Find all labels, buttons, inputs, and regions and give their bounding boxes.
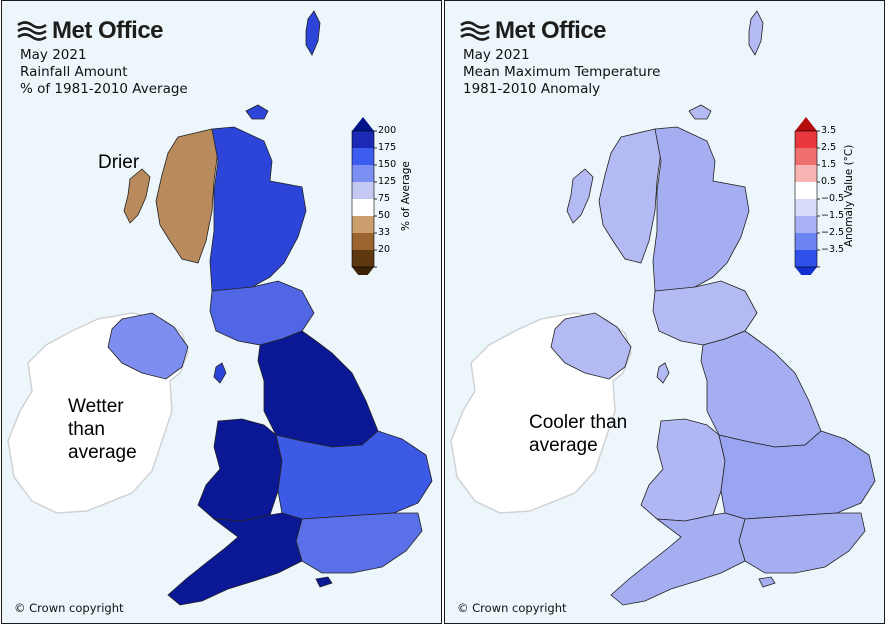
isle-of-man <box>213 362 227 384</box>
colorbar-extend-top <box>795 117 817 131</box>
rainfall-colorbar-scale <box>351 117 377 281</box>
colorbar-tick: 20 <box>378 244 391 255</box>
colorbar-tick: 200 <box>378 125 397 136</box>
title-variable: Mean Maximum Temperature <box>463 64 661 80</box>
colorbar-tick: 1.5 <box>821 159 837 170</box>
copyright-notice: © Crown copyright <box>457 601 567 615</box>
wetter-annotation: Wetter than average <box>68 396 137 463</box>
england-southwest <box>167 512 303 606</box>
drier-annotation: Drier <box>98 152 140 173</box>
colorbar-tick: 75 <box>378 193 391 204</box>
northern-ireland <box>550 312 632 380</box>
colorbar-tick: 33 <box>378 227 391 238</box>
colorbar-tick: 50 <box>378 210 391 221</box>
temperature-colorbar-scale <box>794 117 820 281</box>
colorbar-tick: −1.5 <box>821 210 845 221</box>
shetland-islands <box>748 10 764 56</box>
colorbar-segment <box>795 165 817 182</box>
met-office-wave-icon <box>460 21 490 41</box>
title-baseline: 1981-2010 Anomaly <box>463 81 601 97</box>
scotland-northwest <box>155 128 219 264</box>
colorbar-tick: 150 <box>378 159 397 170</box>
map-titles: May 2021 Mean Maximum Temperature 1981-2… <box>463 47 660 98</box>
colorbar-tick: 2.5 <box>821 142 837 153</box>
colorbar-tick: 0.5 <box>821 176 837 187</box>
colorbar-frame <box>794 130 818 268</box>
colorbar-frame <box>351 130 375 268</box>
scotland-northwest <box>598 128 662 264</box>
england-midlands-east <box>275 430 433 520</box>
colorbar-segment <box>352 199 374 216</box>
colorbar-label: Anomaly Value (°C) <box>843 144 855 247</box>
colorbar-segment <box>352 216 374 233</box>
scotland-east <box>209 126 307 294</box>
northern-england <box>700 330 822 448</box>
colorbar-extend-bottom <box>352 267 374 281</box>
wales <box>640 418 726 522</box>
rainfall-colorbar: 200 175 150 125 75 50 33 20 % of Average <box>348 115 412 281</box>
colorbar-segment <box>795 199 817 216</box>
western-isles <box>123 168 151 224</box>
colorbar-segment <box>795 250 817 267</box>
colorbar-tick: −0.5 <box>821 193 845 204</box>
colorbar-segment <box>352 148 374 165</box>
isle-of-wight <box>758 576 776 588</box>
map-titles: May 2021 Rainfall Amount % of 1981-2010 … <box>20 47 188 98</box>
scotland-east <box>652 126 750 294</box>
temperature-map <box>450 10 876 606</box>
brand-name: Met Office <box>495 17 607 44</box>
colorbar-tick: 125 <box>378 176 397 187</box>
colorbar-extend-top <box>352 117 374 131</box>
colorbar-segment <box>795 148 817 165</box>
met-office-logo: Met Office <box>16 17 164 45</box>
title-period: May 2021 <box>463 47 530 63</box>
title-period: May 2021 <box>20 47 87 63</box>
colorbar-tick: 3.5 <box>821 125 837 136</box>
colorbar-segment <box>352 131 374 148</box>
cooler-annotation: Cooler than average <box>529 412 628 456</box>
wales <box>197 418 283 522</box>
england-southeast <box>295 512 423 574</box>
met-office-logo: Met Office <box>459 17 607 45</box>
colorbar-tick: −3.5 <box>821 244 845 255</box>
orkney-islands <box>245 104 269 120</box>
colorbar-segment <box>352 182 374 199</box>
england-southwest <box>610 512 746 606</box>
temperature-map-panel: Met Office May 2021 Mean Maximum Tempera… <box>444 0 885 624</box>
temperature-colorbar: 3.5 2.5 1.5 0.5 −0.5 −1.5 −2.5 −3.5 Anom… <box>791 115 855 281</box>
isle-of-man <box>656 362 670 384</box>
northern-ireland <box>107 312 189 380</box>
orkney-islands <box>688 104 712 120</box>
colorbar-label: % of Average <box>400 161 412 231</box>
western-isles <box>566 168 594 224</box>
colorbar-segment <box>352 165 374 182</box>
england-midlands-east <box>718 430 876 520</box>
copyright-notice: © Crown copyright <box>14 601 124 615</box>
colorbar-segment <box>352 250 374 267</box>
colorbar-segment <box>352 233 374 250</box>
england-southeast <box>738 512 866 574</box>
colorbar-segment <box>795 233 817 250</box>
rainfall-map <box>7 10 433 606</box>
colorbar-segment <box>795 216 817 233</box>
rainfall-map-panel: Met Office May 2021 Rainfall Amount % of… <box>1 0 442 624</box>
brand-name: Met Office <box>52 17 164 44</box>
colorbar-tick: 175 <box>378 142 397 153</box>
shetland-islands <box>305 10 321 56</box>
colorbar-extend-bottom <box>795 267 817 281</box>
colorbar-tick: −2.5 <box>821 227 845 238</box>
colorbar-segment <box>795 182 817 199</box>
colorbar-segment <box>795 131 817 148</box>
title-variable: Rainfall Amount <box>20 64 128 80</box>
northern-england <box>257 330 379 448</box>
title-baseline: % of 1981-2010 Average <box>20 81 188 97</box>
met-office-wave-icon <box>17 21 47 41</box>
isle-of-wight <box>315 576 333 588</box>
